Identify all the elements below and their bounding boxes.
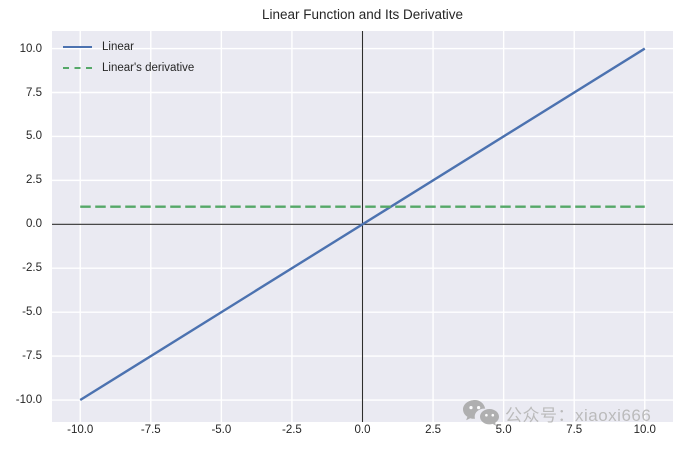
linear-line-sample (63, 45, 92, 48)
y-tick-label: 0.0 (26, 218, 42, 231)
x-axis-tick-labels: -10.0 -7.5 -5.0 -2.5 0.0 2.5 5.0 7.5 10.0 (0, 424, 681, 440)
x-tick-label: 7.5 (566, 424, 583, 436)
legend-item-derivative: Linear's derivative (63, 57, 194, 78)
x-tick-label: 0.0 (354, 424, 371, 436)
y-axis-tick-labels: 10.0 7.5 5.0 2.5 0.0 -2.5 -5.0 -7.5 -10.0 (0, 31, 45, 422)
legend-label-derivative: Linear's derivative (102, 61, 195, 74)
watermark: 公众号：xiaoxi666 (462, 399, 651, 427)
x-tick-label: 2.5 (425, 424, 442, 436)
derivative-line-sample (63, 66, 92, 69)
y-tick-label: -10.0 (15, 394, 42, 407)
legend: Linear Linear's derivative (63, 36, 194, 78)
y-tick-label: 7.5 (26, 86, 42, 99)
plot-area: Linear Linear's derivative (52, 31, 673, 422)
y-tick-label: -2.5 (22, 262, 42, 275)
x-tick-label: -5.0 (211, 424, 232, 436)
x-tick-label: -2.5 (282, 424, 302, 436)
chart-title: Linear Function and Its Derivative (261, 7, 464, 22)
series-line-linear (79, 47, 646, 402)
legend-label-linear: Linear (102, 40, 134, 53)
legend-item-linear: Linear (63, 36, 194, 57)
watermark-text: 公众号：xiaoxi666 (505, 405, 652, 425)
x-tick-label: -10.0 (67, 424, 94, 436)
x-tick-label: 10.0 (633, 424, 656, 436)
y-tick-label: -5.0 (22, 306, 42, 319)
wechat-icon (463, 400, 499, 426)
y-tick-label: 2.5 (26, 174, 42, 187)
y-tick-label: 5.0 (26, 130, 42, 143)
y-tick-label: -7.5 (22, 350, 42, 363)
y-tick-label: 10.0 (19, 42, 42, 55)
x-tick-label: -7.5 (140, 424, 161, 436)
plot-svg (52, 31, 673, 422)
x-tick-label: 5.0 (495, 424, 512, 436)
